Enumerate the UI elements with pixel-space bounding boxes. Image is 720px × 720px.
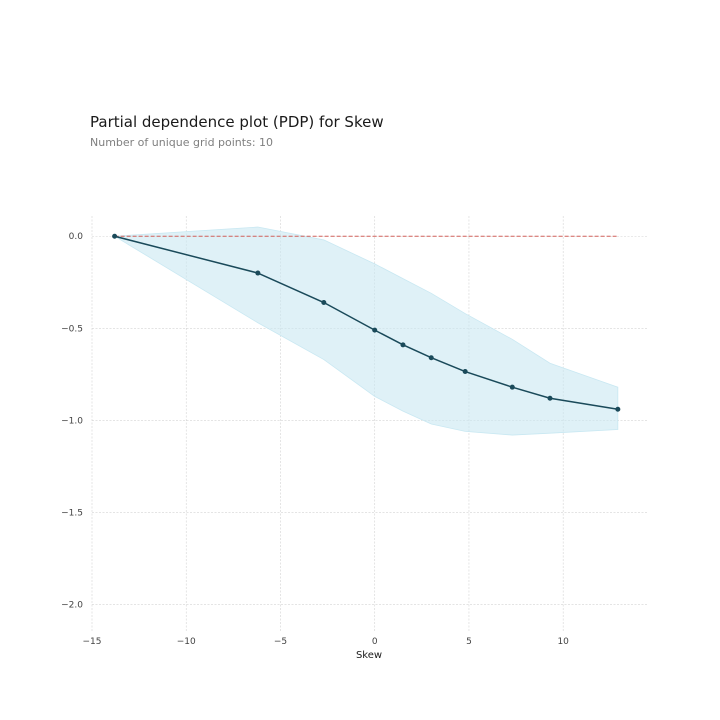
confidence-band [113,226,619,436]
x-axis-label: Skew [356,650,382,661]
data-point [321,300,327,306]
data-point [112,233,118,239]
y-tick-label: 0.0 [69,232,84,242]
x-tick-label: 0 [372,637,378,647]
confidence-band-area [113,226,619,436]
data-point [255,270,261,276]
chart-title: Partial dependence plot (PDP) for Skew [90,113,384,131]
pdp-line [114,235,618,411]
y-tick-label: −2.0 [61,600,83,610]
data-point [509,384,515,390]
y-tick-label: −1.5 [61,508,83,518]
x-tick-label: 5 [466,637,472,647]
y-axis-ticks: 0.0 −0.5 −1.0 −1.5 −2.0 [61,232,83,610]
x-tick-label: −15 [83,637,102,647]
chart-subtitle: Number of unique grid points: 10 [90,136,274,149]
x-tick-label: −10 [177,637,196,647]
data-point [462,369,468,375]
data-point [547,395,553,401]
x-tick-label: −5 [274,637,287,647]
data-point [428,355,434,361]
x-tick-label: 10 [557,637,569,647]
data-point [615,406,621,412]
x-axis-ticks: −15 −10 −5 0 5 10 [83,637,570,647]
pdp-points [112,233,621,412]
y-tick-label: −1.0 [61,416,83,426]
pdp-line-path [114,235,618,411]
data-point [400,342,406,348]
y-tick-label: −0.5 [61,324,83,334]
data-point [372,327,378,333]
